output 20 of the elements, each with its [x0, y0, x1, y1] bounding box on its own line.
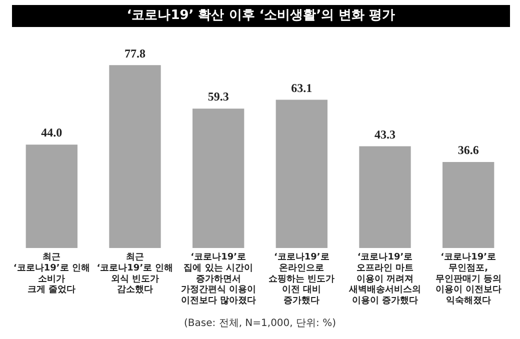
x-tick-label: 최근 ‘코로나19’로 인해 외식 빈도가 감소했다: [96, 252, 174, 296]
bar: [192, 108, 244, 248]
data-label: 59.3: [208, 90, 229, 104]
bar: [442, 162, 494, 248]
data-label: 43.3: [374, 127, 396, 142]
chart-title: ‘코로나19’ 확산 이후 ‘소비생활’의 변화 평가: [12, 5, 510, 27]
x-tick-label: ‘코로나19’로 무인점포, 무인판매기 등의 이용이 이전보다 익숙해졌다: [435, 252, 502, 306]
bar: [26, 144, 78, 248]
x-tick-label: 최근 ‘코로나19’로 인해 소비가 크게 줄었다: [13, 252, 90, 296]
x-tick-label: ‘코로나19’로 오프라인 마트 이용이 꺼려져 새벽배송서비스의 이용이 증가했다: [348, 252, 421, 306]
x-tick-label: ‘코로나19’로 집에 있는 시간이 증가하면서 가정간편식 이용이 이전보다 많아졌다: [180, 252, 256, 306]
data-label: 63.1: [291, 80, 312, 95]
data-label: 44.0: [41, 126, 62, 140]
bar: [276, 100, 328, 248]
bar: [359, 146, 411, 248]
data-label: 36.6: [458, 143, 479, 158]
x-tick-label: ‘코로나19’로 온라인으로 쇼핑하는 빈도가 이전 대비 증가했다: [268, 252, 335, 306]
text: (Base: 전체, N=1,000, 단위: %): [183, 317, 337, 330]
bar: [109, 65, 161, 248]
data-label: 77.8: [124, 46, 146, 60]
